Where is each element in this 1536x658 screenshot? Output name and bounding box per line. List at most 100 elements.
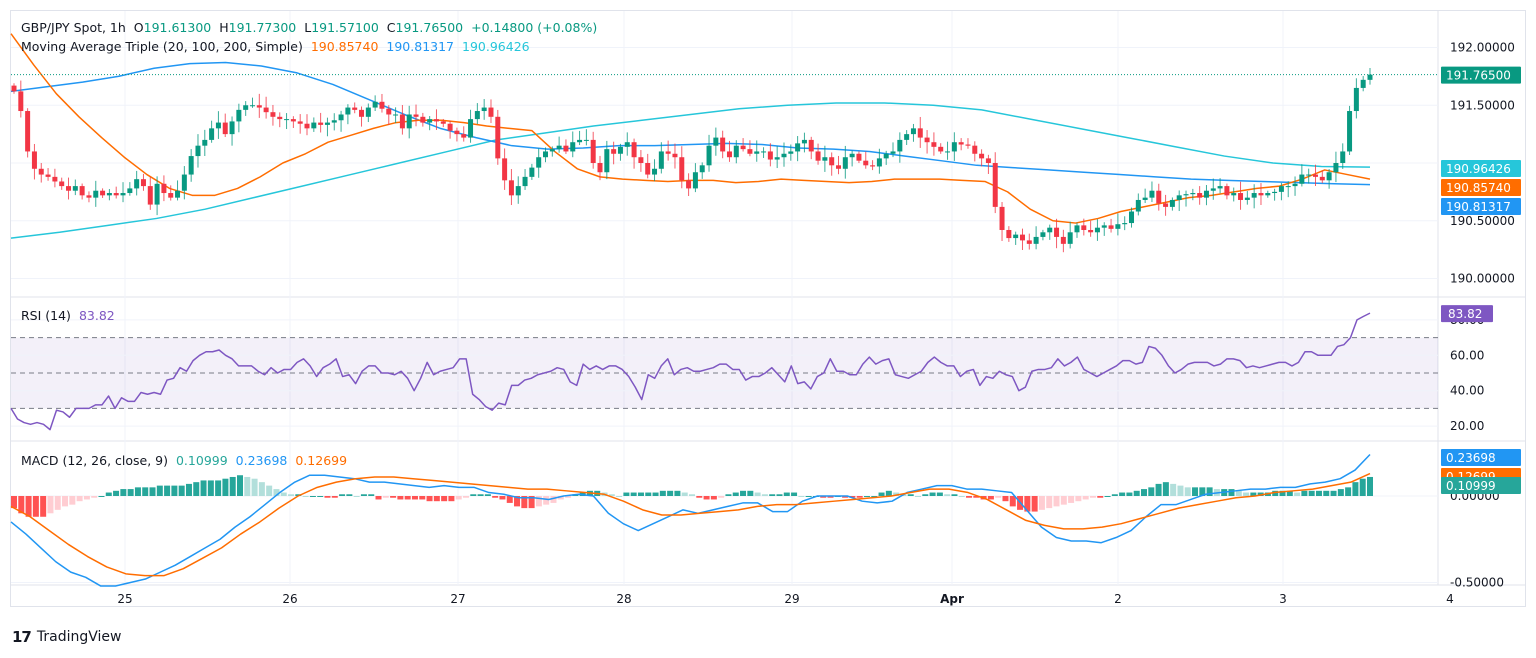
macd-histogram-bar	[1126, 492, 1133, 496]
candle	[863, 151, 869, 169]
candle	[1231, 187, 1237, 202]
candle-body	[1006, 229, 1012, 239]
candle	[18, 80, 24, 118]
candle	[263, 96, 269, 119]
candle-body	[359, 109, 365, 117]
candle-body	[692, 172, 698, 189]
macd-histogram-bar	[1119, 492, 1126, 496]
macd-histogram-bar	[1315, 490, 1322, 496]
macd-histogram-bar	[827, 496, 834, 498]
rsi-tick-label: 60.00	[1450, 348, 1484, 362]
candle	[1013, 231, 1019, 245]
candle-body	[1019, 234, 1025, 241]
candle-body	[52, 176, 58, 182]
candle	[365, 103, 371, 123]
candle-body	[570, 142, 576, 152]
rsi-title: RSI (14)	[21, 308, 71, 323]
macd-histogram-bar	[987, 496, 994, 500]
candle	[801, 132, 807, 153]
candle	[883, 150, 889, 165]
macd-histogram-bar	[11, 496, 17, 509]
candle-body	[256, 105, 262, 108]
candle	[1054, 218, 1060, 249]
candle	[433, 109, 439, 130]
candle-body	[38, 168, 44, 175]
candle-body	[1094, 227, 1100, 233]
candle-body	[808, 139, 814, 152]
badge-bg	[1441, 476, 1521, 494]
candle	[774, 146, 780, 169]
candle	[958, 138, 964, 151]
candle	[645, 153, 651, 179]
candle	[910, 123, 916, 142]
candle-body	[1081, 225, 1087, 230]
candle	[1224, 183, 1230, 200]
badge-bg	[1441, 305, 1493, 323]
candle-body	[1142, 197, 1148, 200]
macd-histogram-bar	[1155, 483, 1162, 496]
candle	[522, 169, 528, 190]
macd-histogram-bar	[1082, 496, 1089, 500]
candle	[1190, 188, 1196, 201]
candle	[617, 143, 623, 161]
candle	[386, 105, 392, 126]
macd-histogram-bar	[280, 492, 287, 496]
candle	[679, 146, 685, 189]
macd-legend[interactable]: MACD (12, 26, close, 9) 0.10999 0.23698 …	[21, 453, 351, 468]
macd-histogram-bar	[302, 496, 309, 497]
candle	[849, 150, 855, 167]
candle	[1135, 193, 1141, 216]
macd-histogram-bar	[47, 496, 54, 514]
candle	[413, 104, 419, 127]
candle-body	[577, 139, 583, 143]
ma20-value: 190.85740	[310, 39, 379, 54]
candle-body	[1122, 223, 1128, 225]
candle-body	[1347, 111, 1353, 152]
candle-body	[624, 142, 630, 147]
candle-body	[147, 186, 153, 205]
candle	[1347, 105, 1353, 156]
macd-histogram-bar	[25, 496, 32, 517]
macd-histogram-bar	[565, 496, 572, 498]
candle	[515, 176, 521, 204]
macd-histogram-bar	[637, 492, 644, 496]
candle	[481, 99, 487, 120]
candle-body	[1367, 74, 1373, 80]
tradingview-branding[interactable]: 17 TradingView	[12, 628, 121, 646]
candle-body	[318, 122, 324, 125]
macd-histogram-bar	[871, 496, 878, 497]
macd-histogram-bar	[1075, 496, 1082, 502]
candle	[209, 120, 215, 143]
macd-histogram-bar	[215, 480, 222, 496]
candle	[1006, 226, 1012, 242]
rsi-line	[10, 312, 1371, 431]
candle-body	[420, 116, 426, 123]
candle	[808, 136, 814, 160]
macd-title: MACD (12, 26, close, 9)	[21, 453, 168, 468]
candle-body	[1292, 183, 1298, 187]
candle	[59, 177, 65, 190]
rsi-legend[interactable]: RSI (14) 83.82	[21, 308, 119, 323]
macd-histogram-bar	[200, 480, 207, 496]
candle	[134, 170, 140, 196]
candle	[1040, 229, 1046, 241]
candle	[590, 131, 596, 169]
macd-histogram-bar	[1337, 489, 1344, 496]
candle-body	[910, 128, 916, 135]
time-tick-label: 28	[616, 592, 631, 606]
candle	[985, 154, 991, 174]
candle-body	[1176, 195, 1182, 200]
candle	[474, 103, 480, 125]
candle-body	[863, 160, 869, 166]
candle-body	[1074, 225, 1080, 233]
macd-histogram-bar	[1206, 487, 1213, 496]
candle-body	[474, 111, 480, 120]
candle-body	[876, 158, 882, 167]
macd-histogram-bar	[40, 496, 47, 517]
macd-histogram-bar	[156, 485, 163, 496]
macd-histogram-bar	[689, 494, 695, 496]
candle	[556, 136, 562, 153]
ma-legend[interactable]: Moving Average Triple (20, 100, 200, Sim…	[21, 39, 534, 54]
candle	[1026, 233, 1032, 250]
